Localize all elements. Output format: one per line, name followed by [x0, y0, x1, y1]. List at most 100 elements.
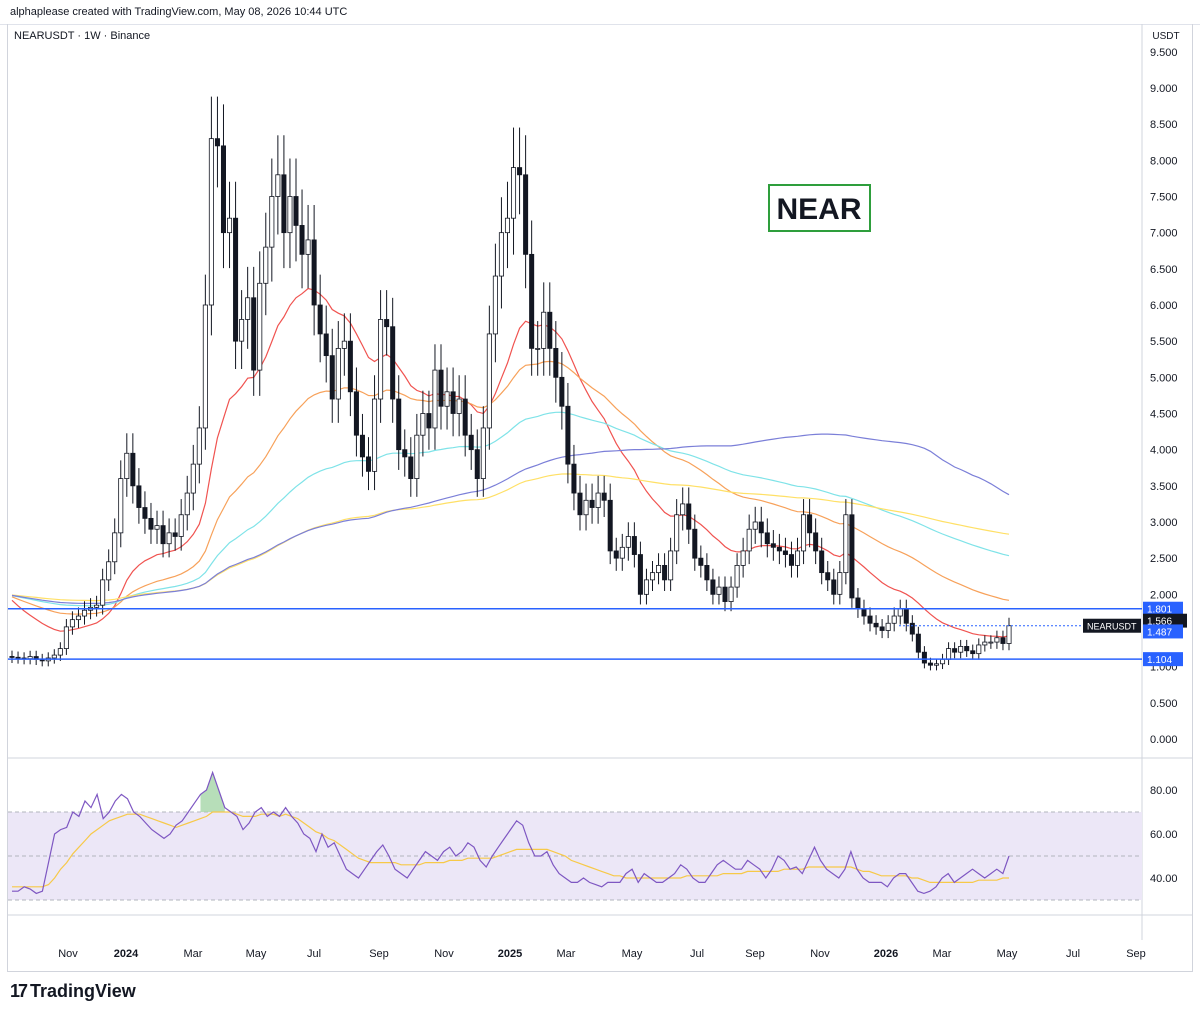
candle-body — [208, 138, 214, 306]
candle — [855, 588, 861, 618]
candle — [33, 650, 39, 666]
upper-level-tag-bg — [1143, 601, 1183, 616]
price-tick-label: 4.000 — [1150, 445, 1178, 457]
candle-body — [843, 514, 849, 574]
price-tick-label: 0.500 — [1150, 698, 1178, 710]
candle — [359, 413, 365, 477]
price-tick-label: 0.000 — [1150, 734, 1178, 746]
price-tick-label: 9.500 — [1150, 47, 1178, 59]
candle — [873, 615, 879, 635]
candle — [75, 607, 81, 629]
candle-body — [287, 196, 293, 234]
rsi-overbought-fill — [200, 772, 225, 812]
candle — [372, 375, 378, 491]
candle — [625, 522, 631, 561]
candle-body — [498, 232, 504, 277]
candle — [245, 266, 251, 349]
candle-body — [57, 648, 63, 656]
candle — [746, 514, 752, 565]
candle — [553, 321, 559, 403]
candle-body — [492, 275, 498, 335]
candle-body — [867, 615, 873, 624]
candle — [323, 305, 329, 383]
candle — [843, 499, 849, 585]
candle-body — [311, 239, 317, 306]
candle — [952, 642, 958, 659]
candle — [970, 644, 976, 660]
candle-body — [716, 586, 722, 595]
candle — [958, 639, 964, 659]
lower-level-tag: 1.104 — [1143, 652, 1183, 667]
time-tick-label: Mar — [184, 948, 203, 960]
candle-body — [214, 138, 220, 147]
candle — [861, 599, 867, 625]
candle — [613, 537, 619, 571]
candle — [390, 297, 396, 423]
footer — [0, 974, 1200, 1014]
price-chart[interactable]: 0.0000.5001.0001.5002.0002.5003.0003.500… — [0, 0, 1200, 974]
candle-body — [239, 319, 245, 342]
candle — [589, 483, 595, 524]
candle — [565, 382, 571, 484]
candle-body — [649, 572, 656, 581]
candle-body — [740, 550, 746, 566]
candle-body — [51, 654, 57, 659]
candle — [529, 220, 535, 376]
ma-value-tag-text: 1.487 — [1147, 627, 1172, 638]
candle — [946, 642, 952, 666]
candle-body — [202, 304, 208, 429]
candle-body — [317, 304, 323, 335]
candle — [239, 290, 245, 370]
candle-body — [178, 514, 184, 537]
candle-body — [511, 167, 517, 219]
candle-body — [982, 641, 988, 646]
tradingview-logo[interactable]: 17 TradingView — [10, 980, 136, 1002]
candle-body — [722, 586, 728, 602]
candle-body — [988, 641, 994, 644]
candle-body — [293, 196, 299, 226]
candle — [577, 475, 583, 531]
candle-body — [583, 499, 589, 516]
candle — [752, 506, 758, 544]
candle — [964, 639, 970, 657]
candle-body — [245, 297, 251, 320]
candle-body — [541, 311, 547, 349]
candle — [656, 553, 662, 585]
candle — [154, 510, 160, 544]
candle — [776, 533, 782, 565]
candle — [511, 127, 517, 255]
candle-body — [758, 521, 764, 534]
candle-body — [305, 239, 311, 255]
price-tick-label: 3.500 — [1150, 481, 1178, 493]
candle — [728, 576, 734, 612]
candle — [734, 553, 740, 598]
candle-body — [118, 478, 124, 534]
candle-body — [172, 532, 178, 537]
time-tick-label: Sep — [369, 948, 389, 960]
candle-body — [903, 608, 909, 624]
candle-body — [523, 174, 529, 255]
candle-body — [69, 619, 75, 628]
candle-body — [1006, 625, 1012, 644]
candle-body — [825, 572, 831, 581]
candle — [607, 483, 613, 565]
candle — [758, 506, 764, 548]
candle-body — [837, 572, 843, 595]
candle — [51, 649, 57, 664]
candle-body — [9, 656, 15, 658]
currency-label: USDT — [1152, 31, 1179, 42]
candle — [940, 653, 946, 670]
candle — [335, 321, 341, 423]
candle-body — [656, 565, 662, 574]
candle-body — [341, 340, 347, 349]
candle-body — [674, 514, 680, 552]
candle-body — [813, 532, 819, 552]
price-tick-label: 7.500 — [1150, 192, 1178, 204]
candle — [462, 375, 468, 457]
candle — [94, 595, 100, 617]
candle-body — [378, 319, 384, 400]
candle-body — [450, 391, 456, 414]
candle-body — [662, 565, 668, 581]
upper-level-tag-text: 1.801 — [1147, 605, 1172, 616]
candle — [994, 630, 1000, 649]
